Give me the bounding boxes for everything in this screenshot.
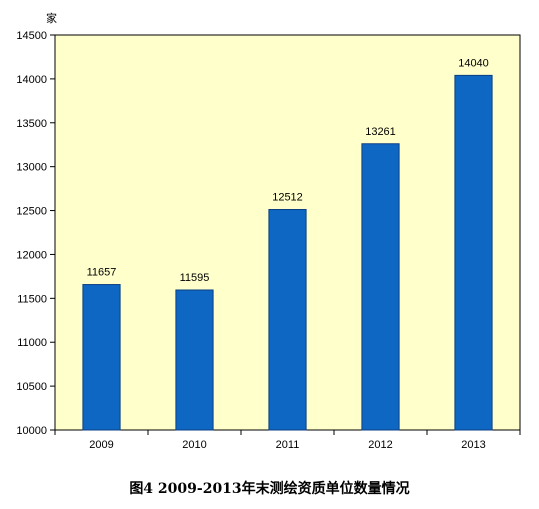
bar-2011 — [268, 209, 307, 431]
data-label-2013: 14040 — [458, 57, 489, 69]
y-axis: 10000 10500 11000 11500 12000 12500 13000 13500… — [16, 30, 55, 437]
y-tick-label: 13500 — [16, 118, 47, 130]
y-tick-label: 14000 — [16, 74, 47, 86]
figure-caption: 图4 2009-2013年末测绘资质单位数量情况 — [129, 481, 410, 497]
y-tick-label: 12500 — [16, 206, 47, 218]
bar-2012 — [361, 143, 400, 431]
data-labels: 11657 11595 12512 13261 14040 — [87, 57, 489, 284]
data-label-2009: 11657 — [87, 267, 117, 279]
y-tick-label: 12000 — [16, 249, 47, 261]
data-label-2010: 11595 — [180, 272, 210, 284]
y-tick-label: 14500 — [16, 30, 47, 42]
y-tick-label: 11500 — [17, 293, 47, 305]
x-tick-label: 2009 — [89, 439, 113, 451]
x-axis: 2009 2010 2011 2012 2013 — [54, 430, 521, 451]
x-tick-label: 2012 — [368, 439, 392, 451]
y-tick-label: 10000 — [16, 425, 47, 437]
y-tick-label: 11000 — [17, 337, 47, 349]
data-label-2011: 12512 — [272, 192, 303, 204]
y-axis-unit-label: 家 — [46, 11, 57, 25]
data-label-2012: 13261 — [365, 126, 396, 138]
x-tick-label: 2011 — [276, 439, 300, 451]
x-tick-label: 2013 — [461, 439, 485, 451]
bar-series — [82, 74, 493, 431]
x-tick-label: 2010 — [182, 439, 206, 451]
bar-2009 — [82, 284, 121, 431]
y-tick-label: 13000 — [16, 162, 47, 174]
y-tick-label: 10500 — [16, 381, 47, 393]
bar-2013 — [454, 74, 493, 431]
bar-2010 — [175, 289, 214, 431]
